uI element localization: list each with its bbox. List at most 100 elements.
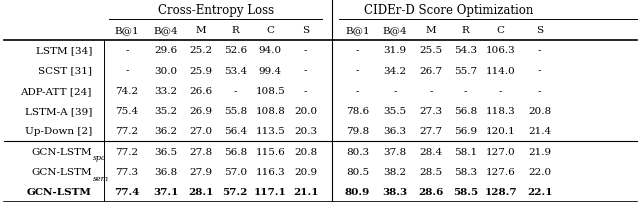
Text: 38.3: 38.3	[383, 187, 408, 196]
Text: 27.7: 27.7	[419, 127, 442, 136]
Text: -: -	[304, 66, 307, 75]
Text: S: S	[536, 26, 543, 35]
Text: 114.0: 114.0	[486, 66, 515, 75]
Text: 26.9: 26.9	[189, 107, 213, 116]
Text: 34.2: 34.2	[383, 66, 406, 75]
Text: -: -	[499, 86, 502, 95]
Text: 58.1: 58.1	[454, 147, 477, 156]
Text: 29.6: 29.6	[154, 46, 177, 55]
Text: 115.6: 115.6	[255, 147, 285, 156]
Text: 33.2: 33.2	[154, 86, 177, 95]
Text: R: R	[231, 26, 239, 35]
Text: 36.2: 36.2	[154, 127, 177, 136]
Text: 27.8: 27.8	[189, 147, 213, 156]
Text: C: C	[497, 26, 504, 35]
Text: 25.2: 25.2	[189, 46, 213, 55]
Text: 37.8: 37.8	[383, 147, 406, 156]
Text: 116.3: 116.3	[255, 167, 285, 176]
Text: GCN-LSTM: GCN-LSTM	[31, 167, 92, 176]
Text: C: C	[266, 26, 275, 35]
Text: 77.3: 77.3	[115, 167, 139, 176]
Text: -: -	[125, 46, 129, 55]
Text: 35.2: 35.2	[154, 107, 177, 116]
Text: 22.1: 22.1	[527, 187, 552, 196]
Text: 53.4: 53.4	[223, 66, 247, 75]
Text: 80.3: 80.3	[346, 147, 369, 156]
Text: 35.5: 35.5	[383, 107, 406, 116]
Text: 56.8: 56.8	[454, 107, 477, 116]
Text: -: -	[304, 86, 307, 95]
Text: CIDEr-D Score Optimization: CIDEr-D Score Optimization	[364, 4, 533, 17]
Text: 28.6: 28.6	[418, 187, 444, 196]
Text: 20.9: 20.9	[294, 167, 317, 176]
Text: 22.0: 22.0	[528, 167, 551, 176]
Text: 52.6: 52.6	[223, 46, 247, 55]
Text: 25.5: 25.5	[419, 46, 442, 55]
Text: 55.7: 55.7	[454, 66, 477, 75]
Text: 54.3: 54.3	[454, 46, 477, 55]
Text: 56.4: 56.4	[223, 127, 247, 136]
Text: 36.8: 36.8	[154, 167, 177, 176]
Text: 20.3: 20.3	[294, 127, 317, 136]
Text: SCST [31]: SCST [31]	[38, 66, 92, 75]
Text: -: -	[356, 46, 359, 55]
Text: 75.4: 75.4	[115, 107, 139, 116]
Text: Up-Down [2]: Up-Down [2]	[25, 127, 92, 136]
Text: 99.4: 99.4	[259, 66, 282, 75]
Text: 28.1: 28.1	[189, 187, 214, 196]
Text: 108.8: 108.8	[255, 107, 285, 116]
Text: S: S	[302, 26, 309, 35]
Text: 77.2: 77.2	[115, 127, 139, 136]
Text: 108.5: 108.5	[255, 86, 285, 95]
Text: 28.5: 28.5	[419, 167, 442, 176]
Text: 20.0: 20.0	[294, 107, 317, 116]
Text: 128.7: 128.7	[484, 187, 517, 196]
Text: 56.8: 56.8	[223, 147, 247, 156]
Text: 113.5: 113.5	[255, 127, 285, 136]
Text: -: -	[394, 86, 397, 95]
Text: B@4: B@4	[153, 26, 178, 35]
Text: Cross-Entropy Loss: Cross-Entropy Loss	[158, 4, 275, 17]
Text: B@1: B@1	[345, 26, 370, 35]
Text: -: -	[125, 66, 129, 75]
Text: 26.6: 26.6	[189, 86, 213, 95]
Text: 58.3: 58.3	[454, 167, 477, 176]
Text: 57.0: 57.0	[223, 167, 247, 176]
Text: 57.2: 57.2	[223, 187, 248, 196]
Text: -: -	[234, 86, 237, 95]
Text: GCN-LSTM: GCN-LSTM	[31, 147, 92, 156]
Text: 55.8: 55.8	[223, 107, 247, 116]
Text: 79.8: 79.8	[346, 127, 369, 136]
Text: -: -	[538, 86, 541, 95]
Text: -: -	[538, 46, 541, 55]
Text: -: -	[538, 66, 541, 75]
Text: 27.0: 27.0	[189, 127, 213, 136]
Text: B@4: B@4	[383, 26, 408, 35]
Text: 74.2: 74.2	[115, 86, 139, 95]
Text: 127.6: 127.6	[486, 167, 515, 176]
Text: M: M	[426, 26, 436, 35]
Text: LSTM-A [39]: LSTM-A [39]	[24, 107, 92, 116]
Text: 36.5: 36.5	[154, 147, 177, 156]
Text: ADP-ATT [24]: ADP-ATT [24]	[20, 86, 92, 95]
Text: 58.5: 58.5	[453, 187, 478, 196]
Text: -: -	[356, 86, 359, 95]
Text: 106.3: 106.3	[486, 46, 515, 55]
Text: R: R	[461, 26, 469, 35]
Text: GCN-LSTM: GCN-LSTM	[27, 187, 92, 196]
Text: 127.0: 127.0	[486, 147, 515, 156]
Text: 25.9: 25.9	[189, 66, 213, 75]
Text: M: M	[196, 26, 207, 35]
Text: 77.4: 77.4	[115, 187, 140, 196]
Text: LSTM [34]: LSTM [34]	[36, 46, 92, 55]
Text: 20.8: 20.8	[294, 147, 317, 156]
Text: 120.1: 120.1	[486, 127, 515, 136]
Text: 94.0: 94.0	[259, 46, 282, 55]
Text: 27.9: 27.9	[189, 167, 213, 176]
Text: 28.4: 28.4	[419, 147, 442, 156]
Text: 80.5: 80.5	[346, 167, 369, 176]
Text: -: -	[356, 66, 359, 75]
Text: -: -	[429, 86, 433, 95]
Text: sem: sem	[93, 174, 109, 182]
Text: spa: spa	[93, 154, 107, 162]
